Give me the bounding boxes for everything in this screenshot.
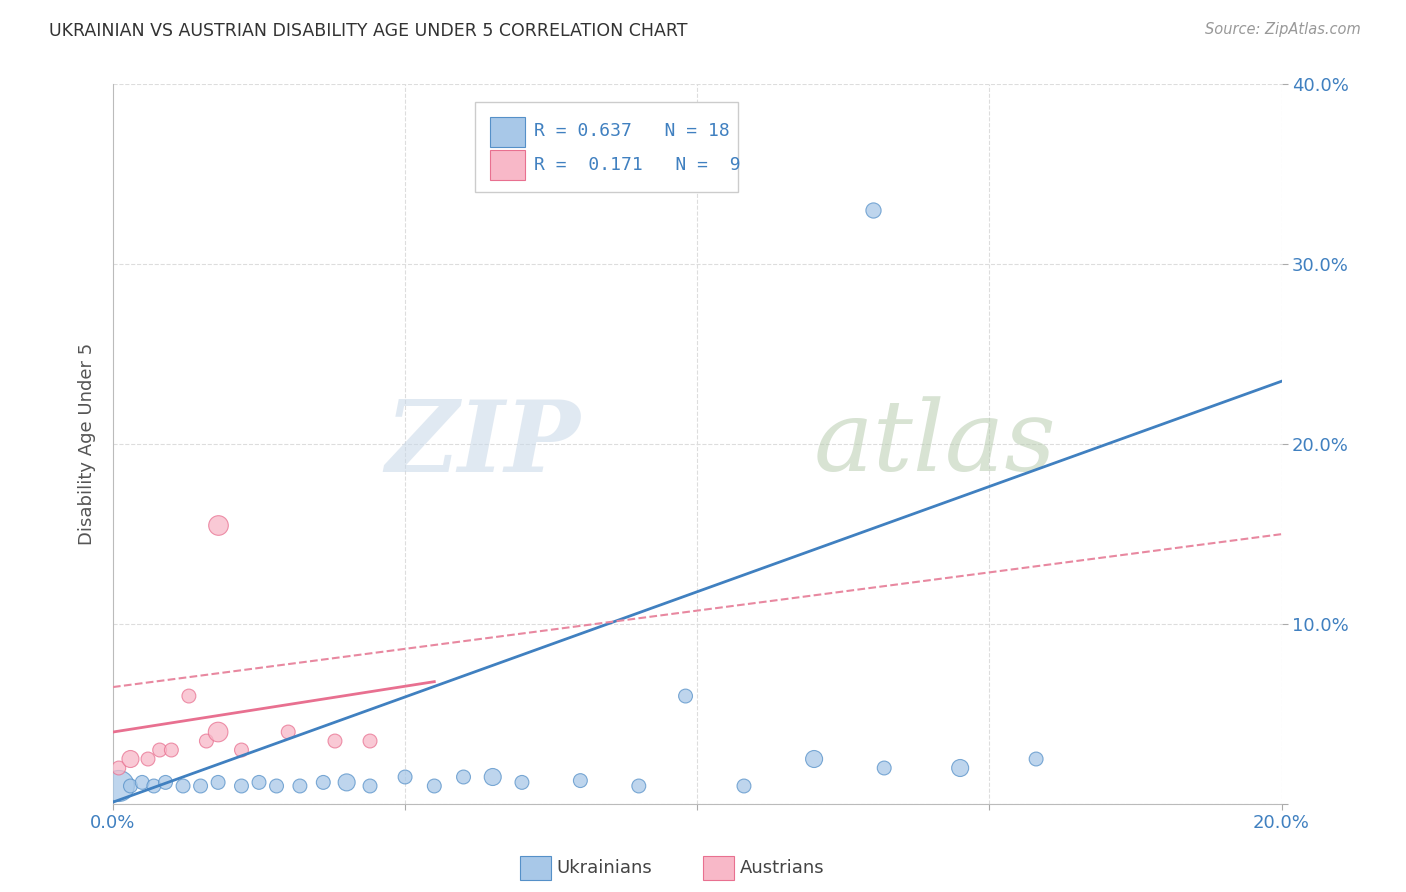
Bar xyxy=(491,117,526,147)
Point xyxy=(394,770,416,784)
Point xyxy=(949,761,972,775)
Bar xyxy=(491,150,526,180)
Point xyxy=(453,770,475,784)
Point xyxy=(323,734,346,748)
Point xyxy=(862,203,884,218)
Point xyxy=(149,743,172,757)
Point xyxy=(160,743,183,757)
Point xyxy=(136,752,159,766)
Point xyxy=(803,752,825,766)
Point xyxy=(873,761,896,775)
Point xyxy=(675,689,697,703)
Text: R = 0.637   N = 18: R = 0.637 N = 18 xyxy=(534,122,730,140)
Y-axis label: Disability Age Under 5: Disability Age Under 5 xyxy=(79,343,96,545)
Point xyxy=(207,725,229,739)
Point xyxy=(190,779,212,793)
Text: Austrians: Austrians xyxy=(740,859,824,877)
Point xyxy=(231,743,253,757)
Point xyxy=(120,779,142,793)
Point xyxy=(733,779,755,793)
Text: Source: ZipAtlas.com: Source: ZipAtlas.com xyxy=(1205,22,1361,37)
Point xyxy=(131,775,153,789)
Point xyxy=(481,770,503,784)
Point xyxy=(510,775,533,789)
FancyBboxPatch shape xyxy=(475,103,738,193)
Point xyxy=(569,773,592,788)
Point xyxy=(177,689,200,703)
Text: ZIP: ZIP xyxy=(385,396,581,492)
Point xyxy=(155,775,177,789)
Text: atlas: atlas xyxy=(814,397,1057,491)
Point xyxy=(120,752,142,766)
Text: R =  0.171   N =  9: R = 0.171 N = 9 xyxy=(534,156,740,174)
Text: Ukrainians: Ukrainians xyxy=(557,859,652,877)
Point xyxy=(423,779,446,793)
Text: UKRAINIAN VS AUSTRIAN DISABILITY AGE UNDER 5 CORRELATION CHART: UKRAINIAN VS AUSTRIAN DISABILITY AGE UND… xyxy=(49,22,688,40)
Point xyxy=(277,725,299,739)
Point xyxy=(1025,752,1047,766)
Point xyxy=(207,518,229,533)
Point xyxy=(627,779,650,793)
Point xyxy=(142,779,165,793)
Point xyxy=(336,775,359,789)
Point xyxy=(231,779,253,793)
Point xyxy=(312,775,335,789)
Point xyxy=(207,775,229,789)
Point xyxy=(288,779,311,793)
Point xyxy=(266,779,288,793)
Point xyxy=(107,761,129,775)
Point xyxy=(107,779,129,793)
Point xyxy=(247,775,270,789)
Point xyxy=(195,734,218,748)
Point xyxy=(359,779,381,793)
Point xyxy=(172,779,194,793)
Point xyxy=(359,734,381,748)
